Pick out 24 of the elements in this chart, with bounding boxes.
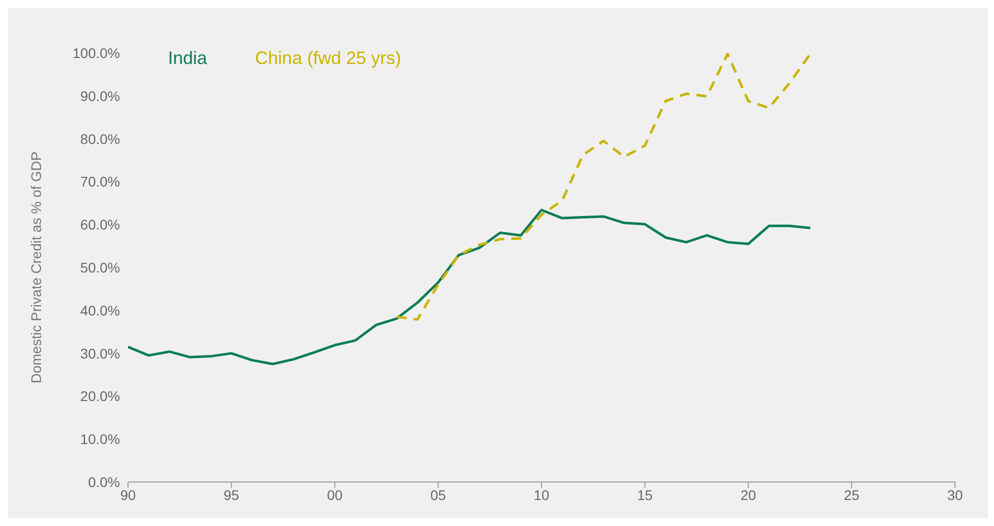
y-tick-label: 40.0%: [80, 302, 120, 318]
y-tick-label: 80.0%: [80, 130, 120, 147]
y-tick-label: 70.0%: [80, 174, 120, 190]
x-tick-label: 15: [637, 486, 653, 503]
y-tick-label: 60.0%: [80, 216, 120, 233]
y-axis-title: Domestic Private Credit as % of GDP: [28, 152, 44, 384]
y-tick-label: 50.0%: [80, 259, 120, 276]
line-series: [128, 208, 812, 366]
x-tick-label: 25: [844, 486, 860, 503]
y-tick-label: 20.0%: [80, 388, 120, 404]
y-tick-label: 30.0%: [80, 345, 120, 362]
x-tick-label: 95: [224, 486, 240, 503]
y-tick-label: 10.0%: [80, 431, 120, 448]
y-tick-label: 100.0%: [72, 44, 120, 61]
text: China (fwd 25 yrs): [255, 48, 402, 69]
x-tick-label: 30: [947, 486, 963, 503]
x-tick-label: 10: [534, 486, 550, 503]
x-tick-label: 05: [430, 486, 446, 503]
x-tick-label: 90: [120, 486, 136, 503]
x-tick-label: 20: [740, 486, 756, 503]
text: India: [168, 48, 208, 69]
x-tick-label: 00: [326, 486, 343, 503]
y-tick-label: 0.0%: [88, 474, 120, 490]
y-tick-label: 90.0%: [80, 88, 120, 104]
